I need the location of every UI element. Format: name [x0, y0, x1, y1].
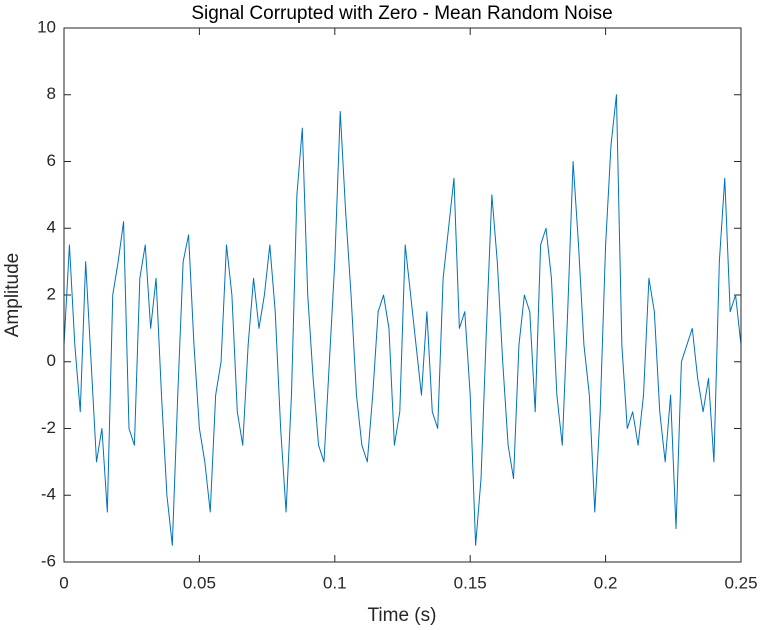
x-tick-label: 0.2: [594, 573, 618, 592]
chart-title: Signal Corrupted with Zero - Mean Random…: [191, 3, 612, 24]
y-axis-label: Amplitude: [2, 253, 23, 338]
plot-frame: [63, 27, 742, 563]
y-tick-label: 8: [47, 84, 56, 103]
x-tick-label: 0.25: [724, 573, 757, 592]
signal-line: [63, 94, 742, 546]
y-tick-label: -4: [41, 485, 56, 504]
y-tick-label: -6: [41, 551, 56, 570]
y-tick-label: 2: [47, 284, 56, 303]
x-tick-label: 0: [59, 573, 68, 592]
y-tick-label: -2: [41, 418, 56, 437]
y-tick-label: 10: [37, 17, 56, 36]
x-axis-label: Time (s): [368, 605, 437, 626]
x-tick-label: 0.1: [323, 573, 347, 592]
x-tick-label: 0.15: [454, 573, 487, 592]
y-tick-label: 0: [47, 351, 56, 370]
y-tick-label: 6: [47, 151, 56, 170]
y-tick-label: 4: [47, 218, 56, 237]
x-tick-label: 0.05: [183, 573, 216, 592]
